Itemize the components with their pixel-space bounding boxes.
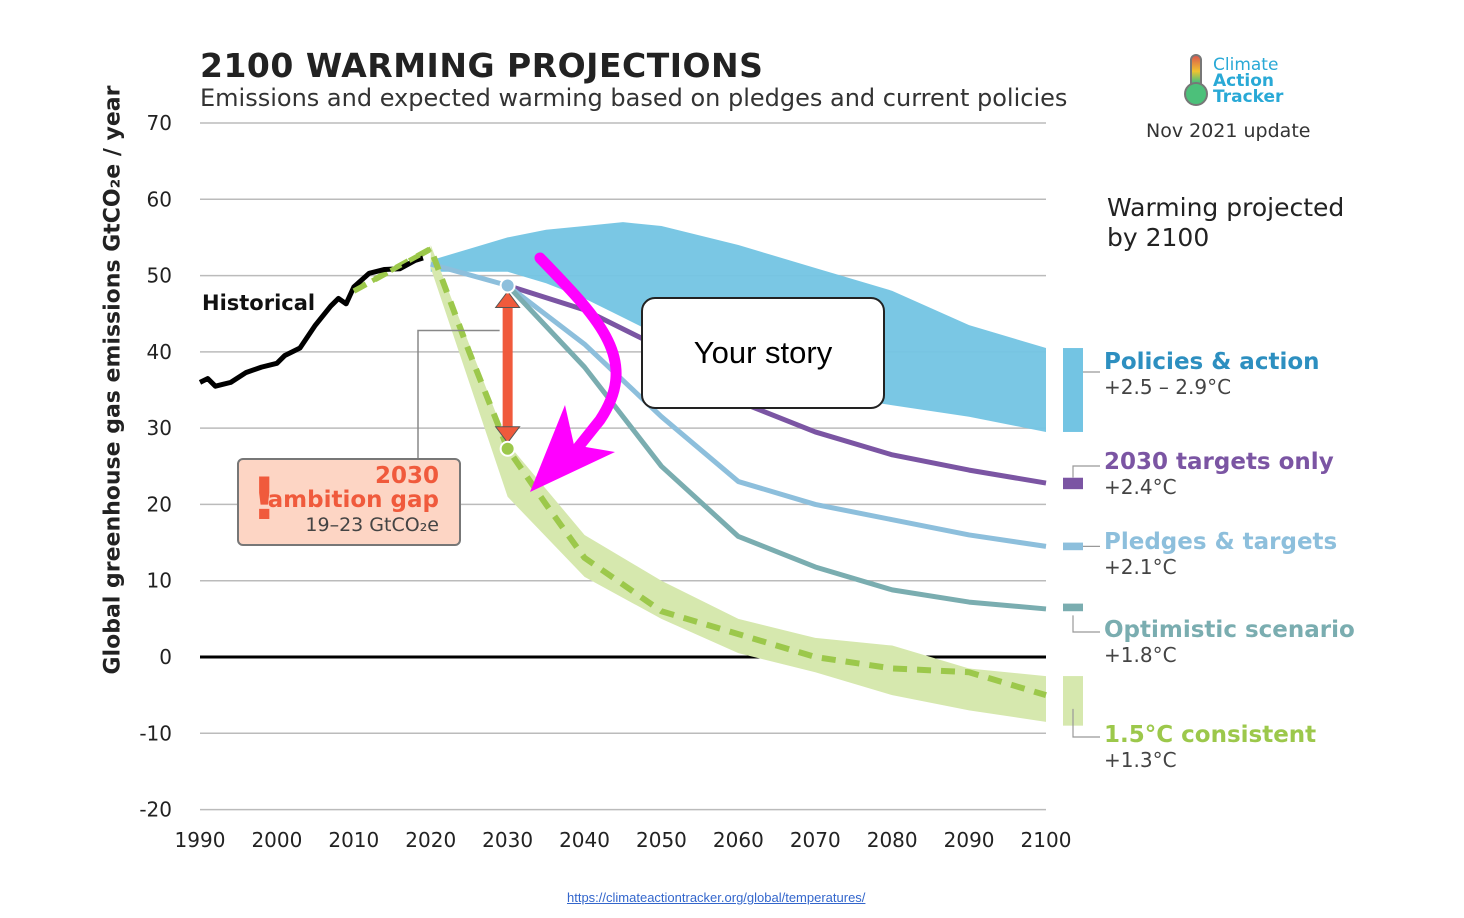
x-tick-label: 2060 [713,828,764,852]
legend-label: Policies & action [1104,349,1320,375]
gap-year: 2030 [374,463,439,489]
historical-label: Historical [202,291,316,315]
x-tick-label: 2100 [1021,828,1072,852]
exclamation-icon: ! [251,465,278,533]
gap-title: 2030 ambition gap [268,464,439,512]
y-tick-label: -10 [139,721,172,745]
legend-pledges: Pledges & targets +2.1°C [1104,529,1337,579]
legend-optimistic: Optimistic scenario +1.8°C [1104,617,1355,667]
x-tick-label: 2050 [636,828,687,852]
chart-subtitle: Emissions and expected warming based on … [200,84,1068,112]
x-tick-label: 2000 [251,828,302,852]
legend-label: 2030 targets only [1104,449,1334,475]
legend-warming: +2.1°C [1104,555,1177,579]
pledges-line [430,261,1047,549]
c15-band [430,245,1046,722]
chart-title: 2100 WARMING PROJECTIONS [200,46,764,85]
legend-connector [1072,465,1100,478]
warming-heading-line1: Warming projected [1107,193,1345,222]
update-date: Nov 2021 update [1146,120,1311,142]
source-link[interactable]: https://climateactiontracker.org/global/… [567,890,866,905]
legend-swatch [1063,477,1083,490]
logo-line-1: Climate [1213,55,1279,75]
gap-range: 19–23 GtCO₂e [305,514,439,536]
y-tick-label: 0 [159,645,172,669]
legend-label: Pledges & targets [1104,529,1338,555]
x-tick-label: 2080 [867,828,918,852]
magenta-arrow-shaft [534,252,622,461]
legend-swatch [1063,603,1083,612]
y-axis-label: Global greenhouse gas emissions GtCO₂e /… [100,85,126,675]
y-tick-label: -20 [139,798,172,822]
marker-2030-c15 [499,440,516,457]
your-story-annotation[interactable]: Your story [641,297,885,409]
legend-warming: +1.8°C [1104,643,1177,667]
legend-label: 1.5°C consistent [1104,722,1317,748]
legend-swatch [1063,542,1083,551]
legend-2030-targets: 2030 targets only +2.4°C [1104,449,1334,499]
marker-2030-pledges [499,277,516,294]
legend-warming: +1.3°C [1104,748,1177,772]
c15-line [352,245,1047,699]
y-tick-label: 60 [147,187,172,211]
magenta-arrow-head [530,405,615,492]
legend-warming: +2.4°C [1104,475,1177,499]
y-tick-label: 70 [147,111,172,135]
logo-line-3: Tracker [1213,87,1284,107]
legend-swatch [1063,676,1083,726]
legend-connector [1072,708,1100,738]
y-tick-label: 30 [147,416,172,440]
gap-label: ambition gap [267,487,439,513]
x-tick-label: 2090 [944,828,995,852]
legend-label: Optimistic scenario [1104,617,1355,643]
x-tick-label: 2030 [482,828,533,852]
gap-leader-line [417,329,500,458]
x-tick-label: 2070 [790,828,841,852]
x-tick-label: 1990 [175,828,226,852]
legend-1-5c: 1.5°C consistent +1.3°C [1104,722,1316,772]
y-tick-label: 40 [147,340,172,364]
gap-arrow-head-down [494,426,521,444]
legend-warming: +2.5 – 2.9°C [1104,375,1232,399]
optimistic-line [505,283,1047,612]
legend-connector [1072,615,1100,633]
logo-line-2: Action [1213,71,1274,91]
ambition-gap-box: ! 2030 ambition gap 19–23 GtCO₂e [237,458,461,546]
y-tick-label: 50 [147,264,172,288]
y-tick-label: 10 [147,569,172,593]
x-tick-label: 2020 [405,828,456,852]
historical-line [198,255,424,389]
legend-policies: Policies & action +2.5 – 2.9°C [1104,349,1320,399]
gap-arrow-head-up [494,290,521,308]
warming-heading-line2: by 2100 [1107,223,1210,252]
c15-historical-overlay [352,246,432,294]
x-tick-label: 2040 [559,828,610,852]
y-tick-label: 20 [147,492,172,516]
thermometer-icon [1184,54,1208,106]
warming-heading: Warming projected by 2100 [1107,193,1344,253]
legend-swatch [1063,348,1083,432]
x-tick-label: 2010 [328,828,379,852]
